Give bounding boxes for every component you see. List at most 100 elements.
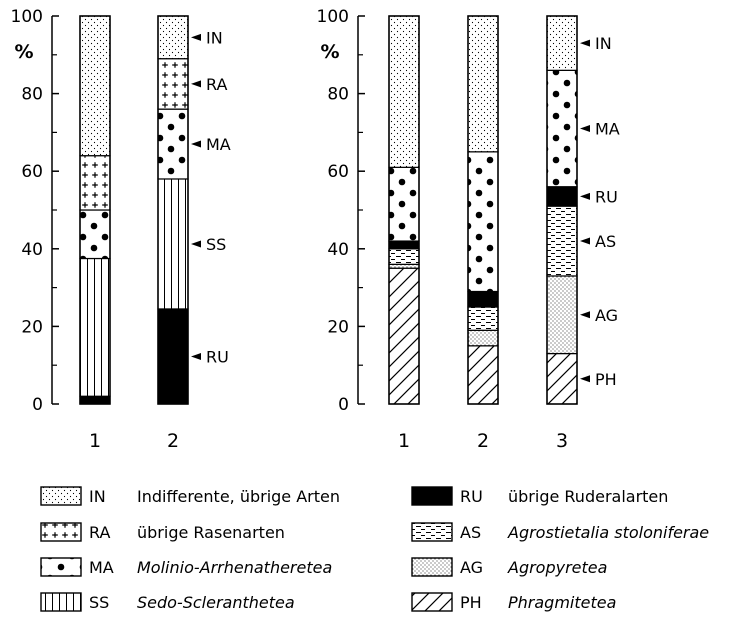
segment-label-ru: RU — [206, 347, 229, 366]
bar-segment-ru — [546, 186, 578, 207]
legend-swatch — [40, 522, 82, 542]
bar-segment-as — [546, 205, 578, 277]
category-label: 1 — [398, 430, 410, 452]
legend-item-ma: MA Molinio-Arrhenatheretea — [40, 557, 332, 577]
segment-pointer — [580, 125, 590, 133]
legend-name: übrige Rasenarten — [137, 523, 285, 542]
y-tick-label: 40 — [21, 240, 43, 260]
segment-pointer — [580, 237, 590, 245]
legend-item-as: AS Agrostietalia stoloniferae — [411, 522, 709, 542]
legend-name: Phragmitetea — [508, 593, 616, 612]
y-tick-label: 60 — [21, 162, 43, 182]
legend-swatch — [411, 557, 453, 577]
bar-segment-ph — [467, 345, 499, 405]
bar-segment-as — [388, 248, 420, 265]
category-label: 3 — [556, 430, 568, 452]
bar-segment-in — [467, 15, 499, 153]
y-tick-label: 100 — [317, 7, 349, 27]
segment-label-as: AS — [595, 232, 616, 251]
bar-segment-ag — [467, 329, 499, 347]
bar-segment-in — [388, 15, 420, 168]
legend: IN Indifferente, übrige Arten RA übrige Ras… — [40, 486, 709, 612]
bar-1 — [388, 15, 420, 405]
y-tick-label: 80 — [327, 85, 349, 105]
bar-segment-ra — [157, 58, 189, 110]
segment-label-ph: PH — [595, 370, 617, 389]
bar-2 — [467, 15, 499, 405]
y-tick-label: 20 — [21, 317, 43, 337]
y-axis-label: % — [14, 41, 33, 63]
bar-segment-ma — [546, 69, 578, 188]
legend-item-ss: SS Sedo-Scleranthetea — [40, 592, 295, 612]
legend-swatch — [40, 557, 82, 577]
bar-segment-ss — [79, 257, 111, 397]
bar-segment-ss — [157, 178, 189, 310]
legend-name: Sedo-Scleranthetea — [137, 593, 295, 612]
bar-segment-ph — [546, 352, 578, 405]
bar-outline — [79, 15, 111, 405]
chart-panel-1: 0 20 40 60 80 100% 1 2 IN RA MA SS RU — [11, 7, 231, 452]
bar-segment-ma — [79, 209, 111, 260]
bar-outline — [157, 15, 189, 405]
segment-label-in: IN — [206, 28, 223, 47]
bar-outline — [546, 15, 578, 405]
bar-segment-as — [467, 306, 499, 331]
bar-outline — [467, 15, 499, 405]
segment-pointer — [580, 39, 590, 47]
legend-code: AG — [460, 558, 483, 577]
bar-segment-ph — [388, 267, 420, 405]
legend-name: Agropyretea — [507, 558, 607, 577]
legend-code: RA — [89, 523, 110, 542]
legend-name: Molinio-Arrhenatheretea — [137, 558, 332, 577]
bar-segment-ru — [467, 290, 499, 308]
legend-name: Indifferente, übrige Arten — [137, 487, 340, 506]
bar-segment-ma — [157, 108, 189, 180]
legend-item-ru: RU übrige Ruderalarten — [411, 486, 668, 506]
legend-code: MA — [89, 558, 114, 577]
y-tick-label: 80 — [21, 85, 43, 105]
legend-item-ra: RA übrige Rasenarten — [40, 522, 285, 542]
segment-pointer — [191, 140, 201, 148]
legend-swatch — [411, 486, 453, 506]
segment-pointer — [191, 352, 201, 360]
segment-pointer — [191, 240, 201, 248]
y-tick-label: 60 — [327, 162, 349, 182]
bar-3 — [546, 15, 578, 405]
category-label: 2 — [477, 430, 489, 452]
segment-pointer — [191, 33, 201, 41]
legend-swatch — [40, 592, 82, 612]
segment-label-ss: SS — [206, 235, 226, 254]
segment-label-ra: RA — [206, 75, 227, 94]
y-axis-label: % — [320, 41, 339, 63]
bar-segment-ru — [388, 240, 420, 250]
bar-segment-in — [79, 15, 111, 157]
bar-segment-ma — [467, 151, 499, 293]
chart-panel-2: 0 20 40 60 80 100% 1 2 3 IN MA RU AS AG PH — [317, 7, 620, 452]
legend-code: AS — [460, 523, 481, 542]
segment-pointer — [580, 375, 590, 383]
legend-name: übrige Ruderalarten — [508, 487, 668, 506]
bar-outline — [388, 15, 420, 405]
y-tick-label: 0 — [32, 395, 43, 415]
legend-item-ag: AG Agropyretea — [411, 557, 607, 577]
y-tick-label: 20 — [327, 317, 349, 337]
bar-segment-ma — [388, 166, 420, 242]
bar-segment-in — [546, 15, 578, 71]
legend-code: IN — [89, 487, 106, 506]
bar-segment-in — [157, 15, 189, 60]
legend-swatch — [411, 592, 453, 612]
legend-swatch — [40, 486, 82, 506]
legend-item-ph: PH Phragmitetea — [411, 592, 616, 612]
segment-label-ma: MA — [206, 135, 231, 154]
legend-swatch — [411, 522, 453, 542]
legend-code: PH — [460, 593, 482, 612]
bar-segment-ag — [546, 275, 578, 355]
segment-label-in: IN — [595, 34, 612, 53]
y-tick-label: 40 — [327, 240, 349, 260]
legend-code: RU — [460, 487, 483, 506]
category-label: 1 — [89, 430, 101, 452]
legend-name: Agrostietalia stoloniferae — [507, 523, 709, 542]
segment-label-ru: RU — [595, 187, 618, 206]
y-tick-label: 0 — [338, 395, 349, 415]
